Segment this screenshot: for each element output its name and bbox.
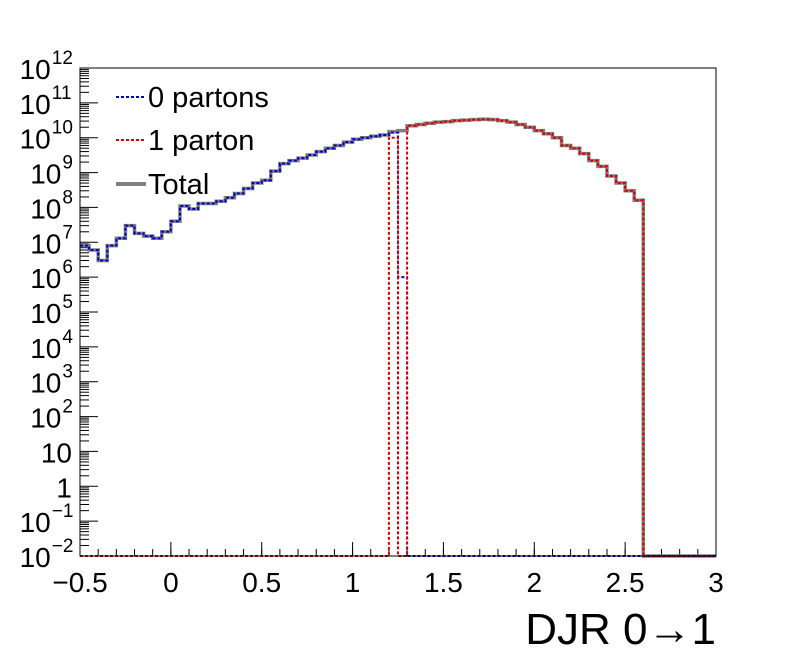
y-tick-exponent: 2 (62, 397, 73, 418)
y-tick-exponent: 6 (62, 257, 73, 278)
y-tick-label: 10 (20, 542, 51, 573)
y-tick-label: 10 (41, 437, 72, 468)
x-tick-label: 2 (526, 567, 542, 598)
y-tick-label: 10 (20, 124, 51, 155)
series-1-parton-line (80, 118, 716, 557)
legend: 0 partons 1 parton Total (116, 82, 269, 201)
y-tick-exponent: 10 (52, 118, 73, 139)
series-layer (80, 117, 716, 558)
y-tick-label: 1 (56, 472, 72, 503)
y-tick-exponent: −2 (52, 536, 74, 557)
y-tick-label: 10 (30, 228, 61, 259)
x-tick-label: 3 (708, 567, 724, 598)
y-tick-label: 10 (30, 368, 61, 399)
y-tick-label: 10 (30, 263, 61, 294)
y-tick-exponent: 7 (62, 222, 73, 243)
y-tick-label: 10 (30, 403, 61, 434)
x-tick-label: 2.5 (606, 567, 645, 598)
y-tick-label: 10 (30, 333, 61, 364)
y-tick-label: 10 (30, 298, 61, 329)
y-tick-exponent: 8 (62, 187, 73, 208)
x-tick-label: 0.5 (242, 567, 281, 598)
y-tick-exponent: −1 (52, 501, 74, 522)
y-tick-label: 10 (20, 89, 51, 120)
y-tick-label: 10 (20, 54, 51, 85)
legend-label: Total (148, 169, 209, 201)
y-tick-label: 10 (20, 507, 51, 538)
y-tick-exponent: 3 (62, 362, 73, 383)
series-0-partons-line (80, 131, 716, 557)
x-tick-label: −0.5 (52, 567, 107, 598)
y-tick-exponent: 11 (52, 83, 72, 104)
x-tick-labels: −0.5 0 0.5 1 1.5 2 2.5 3 (52, 567, 723, 598)
y-tick-exponent: 9 (62, 153, 73, 174)
x-axis-title: DJR 0→1 (525, 605, 716, 654)
plot-frame (79, 67, 717, 557)
y-tick-label: 10 (30, 193, 61, 224)
x-tick-label: 1 (345, 567, 361, 598)
y-tick-exponent: 5 (62, 292, 73, 313)
legend-label: 1 parton (148, 125, 254, 157)
y-tick-label: 10 (30, 159, 61, 190)
legend-label: 0 partons (148, 82, 269, 114)
axis-ticks (79, 67, 717, 557)
x-tick-label: 1.5 (424, 567, 463, 598)
y-tick-exponent: 4 (62, 327, 73, 348)
x-tick-label: 0 (163, 567, 179, 598)
y-tick-exponent: 12 (52, 48, 73, 69)
